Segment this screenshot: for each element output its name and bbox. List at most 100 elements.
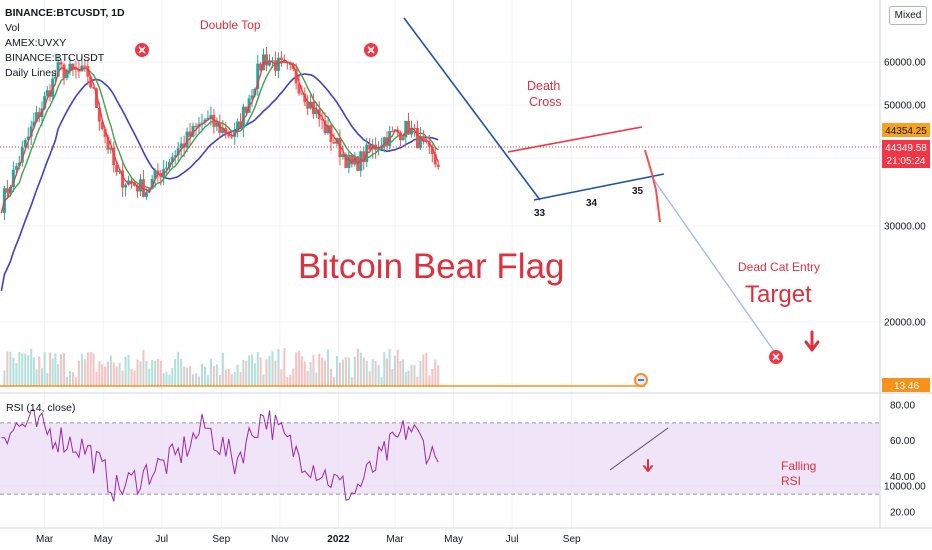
price-tick-label: 20000.00 [884,317,926,328]
volume-bar [18,351,21,386]
candle-body [433,154,437,165]
volume-bar [192,374,195,386]
current-price-tag-text: 44349.58 [885,143,927,154]
volume-bar [233,371,236,386]
volume-bar [177,351,180,386]
volume-bar [66,376,69,386]
candle-body [89,76,93,88]
volume-bar [121,370,124,386]
volume-bar [239,372,242,386]
volume-bar [27,355,30,386]
candle-body [100,121,104,130]
candle-body [241,106,245,129]
volume-bar [359,352,362,386]
volume-bar [315,372,318,386]
death-cross-annotation-line2: Cross [529,95,562,109]
volume-bar [274,360,277,386]
volume-bar [437,365,440,386]
volume-bar [101,364,104,386]
volume-bar [32,357,35,386]
rsi-legend[interactable]: RSI (14, close) [6,402,76,414]
chart-legend: BINANCE:BTCUSDT, 1D Vol AMEX:UVXY BINANC… [5,6,125,81]
time-tick-label: Jul [155,534,168,545]
candle-body [230,136,234,138]
volume-bar [86,352,89,386]
time-tick-label: Sep [212,534,230,545]
volume-bar [253,363,256,386]
price-tick-label: 60000.00 [884,58,926,69]
price-axis[interactable]: 60000.0050000.0040000.0030000.0020000.00… [884,58,926,493]
candle-body [244,106,248,113]
volume-bar [171,367,174,386]
candle-body [5,188,9,193]
time-tick-label: Jul [506,534,519,545]
rsi-tick-label: 80.00 [890,401,915,412]
candle-body [103,129,107,137]
candle-body [106,136,110,150]
falling-rsi-annotation-line2: RSI [781,474,801,488]
candle-body [344,154,348,168]
volume-bar [71,372,74,386]
candle-body [71,63,75,69]
candle-body [17,162,21,167]
price-tick-label: 10000.00 [884,481,926,492]
volume-bar [6,351,9,386]
volume-bar [224,369,227,386]
dead-cat-annotation: Dead Cat Entry [738,260,820,274]
candle-body [194,125,198,127]
volume-bar [12,357,15,386]
volume-bar [89,352,92,386]
volume-bar [218,375,221,386]
candle-body [62,64,66,79]
candle-body [421,136,425,141]
volume-bar [24,353,27,386]
volume-bar [341,359,344,386]
legend-item-volume[interactable]: Vol [5,22,20,34]
volume-bar [21,353,24,386]
volume-bar [15,363,18,386]
volume-bar [124,356,127,386]
falling-rsi-annotation-line1: Falling [781,459,816,473]
volume-bar [159,360,162,386]
legend-symbol[interactable]: BINANCE:BTCUSDT, 1D [5,7,125,19]
volume-bar [332,377,335,386]
candle-body [179,143,183,149]
candle-body [409,127,413,135]
time-tick-label: Mar [36,534,54,545]
volume-bar [60,354,63,386]
volume-bar [221,352,224,386]
volume-bar [30,348,33,386]
legend-item-btcusdt[interactable]: BINANCE:BTCUSDT [5,52,105,64]
volume-bar [324,360,327,386]
volume-bar [104,366,107,386]
candle-body [150,178,154,189]
event-flag-icon[interactable] [634,373,648,387]
volume-bar [416,376,419,386]
scale-mode-button[interactable]: Mixed [889,6,927,25]
volume-bar [133,370,136,386]
volume-bar [256,351,259,386]
moving-average-fast [0,58,439,214]
point-label-33: 33 [534,208,546,219]
rsi-axis[interactable]: 80.00 60.00 40.00 20.00 [890,401,915,519]
candle-body [141,179,145,197]
volume-bar [245,360,248,386]
time-axis[interactable]: Mar May Jul Sep Nov 2022 Mar May Jul Sep [36,534,581,545]
price-tick-label: 50000.00 [884,101,926,112]
candle-body [347,154,351,168]
candle-body [124,184,128,188]
volume-bar [309,361,312,386]
volume-bar [68,371,71,386]
candle-body [282,60,286,62]
volume-bar [318,353,321,386]
volume-bar [63,353,66,386]
volume-bar [303,361,306,386]
candle-body [270,60,274,62]
legend-item-daily-lines[interactable]: Daily Lines [5,67,57,79]
volume-bar [380,377,383,386]
x-mark-icon [769,350,783,364]
volume-bar [127,354,130,386]
candle-body [86,66,90,77]
legend-item-uvxy[interactable]: AMEX:UVXY [5,37,67,49]
